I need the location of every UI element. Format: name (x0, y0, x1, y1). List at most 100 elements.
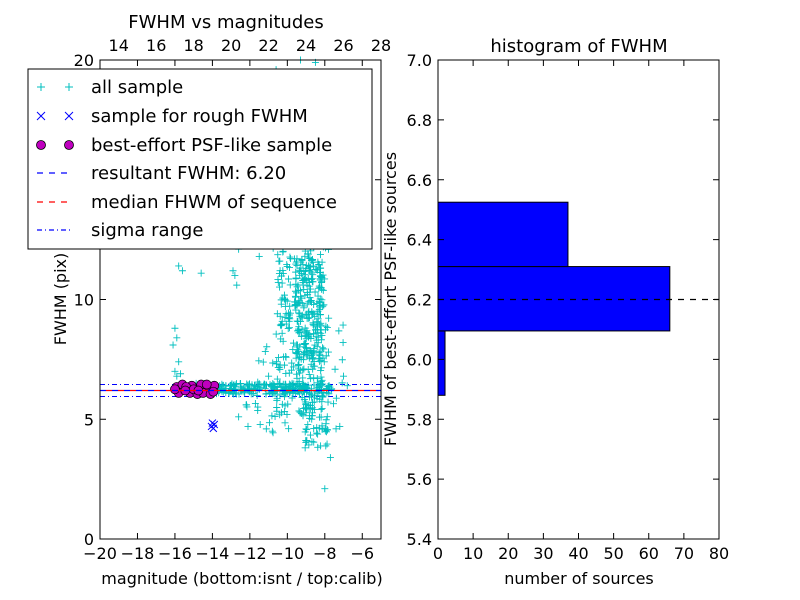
y-tick-label: 6.8 (407, 111, 432, 130)
scatter-point-plus (256, 421, 264, 429)
scatter-point-plus (339, 321, 347, 329)
scatter-point-plus (318, 376, 326, 384)
scatter-point-plus (318, 296, 326, 304)
scatter-point-plus (332, 394, 340, 402)
top-tick-label: 22 (258, 36, 278, 55)
scatter-point-plus (276, 257, 284, 265)
scatter-title: FWHM vs magnitudes (128, 12, 323, 33)
y-tick-label: 7.0 (407, 51, 432, 70)
scatter-point-plus (316, 275, 324, 283)
scatter-point-plus (294, 286, 302, 294)
scatter-point-plus (271, 382, 279, 390)
x-tick-label: 0 (433, 544, 443, 563)
scatter-point-plus (298, 257, 306, 265)
x-tick-label: 60 (639, 544, 659, 563)
scatter-point-plus (277, 322, 285, 330)
scatter-point-plus (278, 409, 286, 417)
scatter-point-plus (262, 390, 270, 398)
scatter-point-plus (295, 407, 303, 415)
scatter-point-plus (318, 405, 326, 413)
scatter-point-plus (268, 412, 276, 420)
scatter-point-plus (171, 367, 179, 375)
scatter-point-plus (331, 365, 339, 373)
scatter-point-plus (319, 354, 327, 362)
scatter-point-plus (301, 331, 309, 339)
scatter-point-plus (271, 390, 279, 398)
scatter-point-plus (321, 485, 329, 493)
scatter-point-plus (169, 341, 177, 349)
scatter-point-plus (314, 379, 322, 387)
scatter-point-plus (316, 413, 324, 421)
scatter-point-plus (303, 300, 311, 308)
scatter-point-plus (173, 334, 181, 342)
y-tick-label: 6.6 (407, 171, 432, 190)
scatter-point-plus (305, 307, 313, 315)
scatter-point-plus (315, 321, 323, 329)
scatter-x-label: magnitude (bottom:isnt / top:calib) (101, 569, 382, 588)
scatter-point-plus (175, 262, 183, 270)
scatter-point-plus (308, 438, 316, 446)
scatter-point-plus (310, 322, 318, 330)
scatter-point-plus (303, 405, 311, 413)
scatter-point-plus (177, 370, 185, 378)
scatter-point-plus (285, 380, 293, 388)
scatter-point-plus (285, 324, 293, 332)
x-tick-label: 50 (603, 544, 623, 563)
scatter-point-plus (269, 359, 277, 367)
scatter-point-plus (273, 375, 281, 383)
scatter-point-plus (305, 441, 313, 449)
scatter-point-plus (253, 391, 261, 399)
scatter-point-plus (320, 301, 328, 309)
scatter-point-plus (317, 442, 325, 450)
scatter-point-plus (282, 310, 290, 318)
scatter-point-plus (295, 354, 303, 362)
scatter-point-plus (302, 400, 310, 408)
scatter-point-plus (233, 281, 241, 289)
top-tick-label: 20 (221, 36, 241, 55)
legend-item-rough-sample: sample for rough FWHM (36, 106, 308, 127)
scatter-point-plus (282, 296, 290, 304)
scatter-point-plus (308, 278, 316, 286)
scatter-point-plus (255, 252, 263, 260)
scatter-point-plus (332, 425, 340, 433)
scatter-point-plus (301, 404, 309, 412)
scatter-point-plus (251, 382, 259, 390)
scatter-point-plus (260, 380, 268, 388)
legend-item-median-fwhm: median FHWM of sequence (37, 192, 337, 213)
scatter-point-plus (296, 353, 304, 361)
scatter-point-plus (267, 382, 275, 390)
scatter-point-plus (322, 416, 330, 424)
top-tick-label: 18 (183, 36, 203, 55)
scatter-point-plus (339, 339, 347, 347)
top-tick-label: 28 (371, 36, 391, 55)
scatter-point-plus (293, 317, 301, 325)
scatter-point-plus (242, 401, 250, 409)
scatter-point-plus (284, 325, 292, 333)
scatter-point-plus (307, 298, 315, 306)
scatter-point-plus (282, 369, 290, 377)
legend-plus-marker (37, 83, 73, 91)
scatter-point-plus (219, 382, 227, 390)
y-tick-label: 5.6 (407, 470, 432, 489)
scatter-point-plus (317, 347, 325, 355)
scatter-point-plus (278, 329, 286, 337)
scatter-top-axis: 14 16 18 20 22 24 26 28 (109, 36, 392, 55)
legend-label: sample for rough FWHM (91, 106, 308, 127)
legend-x-marker (36, 111, 74, 121)
scatter-point-plus (278, 279, 286, 287)
scatter-point-plus (316, 251, 324, 259)
scatter-point-plus (286, 309, 294, 317)
x-tick-label: −10 (270, 544, 304, 563)
scatter-point-plus (301, 428, 309, 436)
scatter-point-plus (305, 282, 313, 290)
scatter-point-plus (295, 323, 303, 331)
x-tick-label: 70 (674, 544, 694, 563)
scatter-point-plus (273, 395, 281, 403)
scatter-point-plus (262, 425, 270, 433)
x-tick-label: −6 (350, 544, 374, 563)
scatter-point-plus (304, 421, 312, 429)
scatter-point-plus (312, 266, 320, 274)
scatter-point-plus (231, 272, 239, 280)
scatter-point-plus (300, 339, 308, 347)
scatter-point-plus (318, 398, 326, 406)
